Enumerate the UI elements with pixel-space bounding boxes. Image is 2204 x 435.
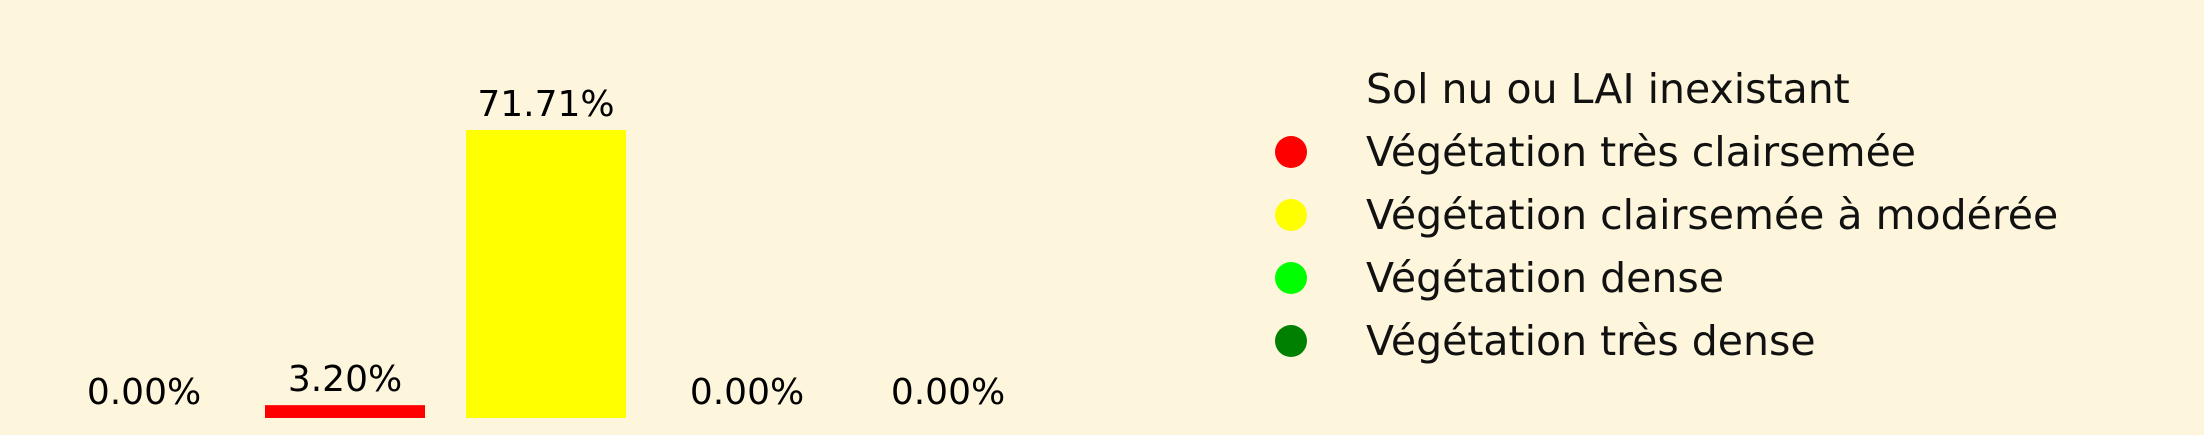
- bar-value-label-0: 0.00%: [87, 372, 201, 413]
- legend-label-3: Végétation dense: [1366, 254, 1724, 302]
- legend-marker-1: [1275, 136, 1307, 168]
- legend-marker-4: [1275, 325, 1307, 357]
- bar-2: [466, 130, 626, 418]
- bar-value-label-3: 0.00%: [690, 372, 804, 413]
- legend-label-0: Sol nu ou LAI inexistant: [1366, 65, 1850, 113]
- legend-marker-0: [1275, 73, 1307, 105]
- bar-value-label-4: 0.00%: [891, 372, 1005, 413]
- bar-value-label-2: 71.71%: [477, 84, 614, 125]
- bar-1: [265, 405, 425, 418]
- bar-value-label-1: 3.20%: [288, 359, 402, 400]
- bar-labels-group: 0.00% 3.20% 71.71% 0.00% 0.00%: [87, 84, 1005, 413]
- legend-label-2: Végétation clairsemée à modérée: [1366, 191, 2058, 239]
- legend-marker-3: [1275, 262, 1307, 294]
- legend-marker-2: [1275, 199, 1307, 231]
- legend: Sol nu ou LAI inexistant Végétation très …: [1275, 65, 2058, 365]
- legend-label-1: Végétation très clairsemée: [1366, 128, 1916, 176]
- legend-label-4: Végétation très dense: [1366, 317, 1816, 365]
- bars-group: [265, 130, 626, 418]
